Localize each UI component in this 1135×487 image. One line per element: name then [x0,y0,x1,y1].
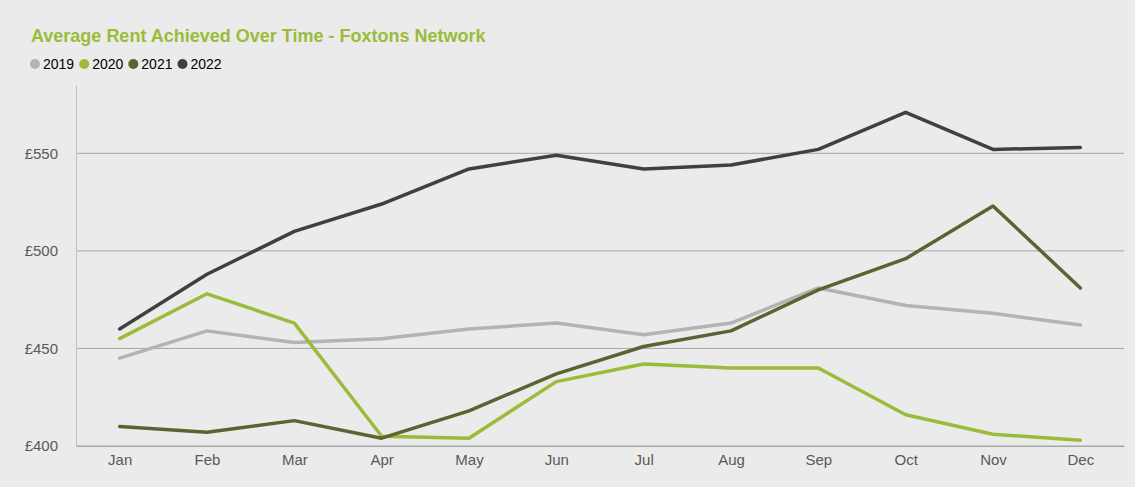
legend: 2019 2020 2021 2022 [30,56,222,72]
grid-line [76,446,1124,447]
x-tick-label: Feb [195,451,221,468]
x-tick: Aug [718,446,745,468]
series-line [120,206,1081,438]
x-tick-label: Mar [282,451,308,468]
chart: Average Rent Achieved Over Time - Foxton… [0,0,1135,487]
x-tick: Jan [108,446,132,468]
x-tick: Dec [1067,446,1094,468]
y-axis-line [76,86,77,447]
legend-marker [177,59,187,69]
x-tick: Apr [370,446,393,468]
x-tick-label: Jul [635,451,654,468]
y-tick-label: £500 [25,242,58,259]
y-tick: £400 [25,437,76,454]
x-tick-label: May [455,451,484,468]
x-tick: Jul [635,446,654,468]
legend-label: 2020 [92,56,123,72]
legend-label: 2021 [141,56,172,72]
x-tick-label: Sep [805,451,832,468]
grid [76,153,1124,446]
x-axis: Jan Feb Mar Apr May Jun Jul Aug Sep Oct Nov Dec [77,446,1125,468]
y-tick: £500 [25,242,76,259]
x-tick-label: Aug [718,451,745,468]
x-tick: May [455,446,484,468]
x-tick: Nov [980,446,1007,468]
background [0,0,1135,487]
series-line [120,288,1081,358]
x-tick: Oct [894,446,918,468]
title: Average Rent Achieved Over Time - Foxton… [31,26,486,46]
x-tick-label: Jan [108,451,132,468]
grid-line [76,153,1124,154]
legend-marker [128,59,138,69]
grid-line [76,250,1124,251]
series-line [120,294,1081,440]
x-tick: Sep [805,446,832,468]
x-tick-label: Nov [980,451,1007,468]
x-tick-label: Jun [545,451,569,468]
x-tick: Feb [195,446,221,468]
y-axis: £400 £450 £500 £550 [25,86,77,455]
x-tick: Mar [282,446,308,468]
y-tick-label: £400 [25,437,58,454]
x-tick-label: Oct [894,451,918,468]
x-tick-label: Apr [370,451,393,468]
x-tick: Jun [545,446,569,468]
x-tick-label: Dec [1067,451,1094,468]
plot-area [120,112,1081,440]
legend-label: 2022 [190,56,221,72]
y-tick-label: £450 [25,340,58,357]
x-axis-line [77,446,1125,447]
legend-label: 2019 [43,56,74,72]
grid-line [76,348,1124,349]
series-line [120,112,1081,329]
y-tick: £450 [25,340,76,357]
y-tick: £550 [25,145,76,162]
y-tick-label: £550 [25,145,58,162]
legend-marker [79,59,89,69]
legend-marker [30,59,40,69]
